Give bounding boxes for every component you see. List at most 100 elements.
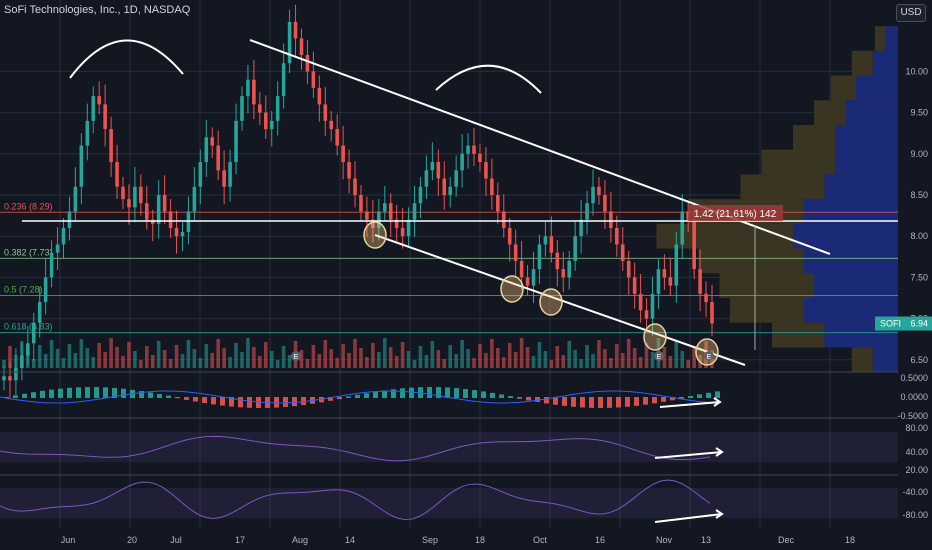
volume-bar: [311, 345, 316, 368]
candle: [418, 186, 423, 204]
volume-bar: [680, 351, 685, 368]
candle: [323, 104, 328, 121]
macd-histogram-bar: [202, 397, 207, 404]
volume-bar: [109, 338, 113, 368]
macd-tick-label: 0.5000: [900, 373, 928, 383]
symbol-label: SOFI: [880, 319, 901, 329]
macd-histogram-bar: [643, 397, 648, 405]
candle: [43, 277, 48, 303]
trendline-drawings: 1.42 (21.61%) 142: [22, 39, 898, 366]
macd-histogram-bar: [652, 397, 657, 404]
macd-histogram-bar: [715, 391, 720, 398]
volume-bar: [287, 355, 292, 368]
macd-histogram-bar: [346, 396, 351, 398]
macd-histogram-bar: [400, 388, 405, 398]
volume-bar: [620, 353, 625, 368]
oscillator-line: [0, 479, 711, 521]
divergence-arrow: [654, 451, 723, 459]
candle: [275, 96, 280, 121]
volume-bar: [269, 351, 274, 368]
macd-histogram-bar: [274, 397, 279, 408]
candle: [507, 227, 512, 245]
volume-bar: [632, 348, 637, 368]
volume-profile-bar: [851, 50, 873, 76]
volume-bar: [537, 342, 542, 368]
volume-bar: [186, 340, 191, 368]
volume-bar: [263, 342, 268, 368]
candle: [448, 186, 453, 195]
time-tick-label: 13: [701, 535, 711, 545]
macd-histogram-bar: [364, 393, 369, 398]
volume-profile-bar: [845, 100, 898, 125]
volume-bar: [234, 343, 238, 368]
candle: [692, 219, 696, 270]
volume-bar: [382, 338, 387, 368]
macd-histogram-bar: [517, 397, 522, 399]
volume-bar: [377, 352, 381, 368]
macd-histogram-bar: [166, 395, 171, 398]
price-tick-label: 8.50: [910, 190, 928, 200]
volume-bar: [281, 346, 286, 368]
candle: [61, 227, 66, 245]
candle: [436, 162, 441, 179]
candle: [377, 211, 381, 228]
volume-profile-bar: [885, 26, 898, 51]
macd-histogram-bar: [589, 397, 594, 408]
macd-histogram-bar: [391, 389, 396, 398]
candle: [496, 195, 500, 212]
macd-histogram-bar: [571, 397, 576, 407]
volume-profile-bar: [830, 75, 856, 101]
volume-bar: [329, 349, 334, 368]
candle: [281, 63, 286, 97]
volume-bar: [359, 348, 363, 368]
currency-button[interactable]: USD: [896, 4, 926, 22]
volume-bar: [335, 358, 339, 368]
macd-histogram-bar: [328, 397, 333, 401]
time-tick-label: Nov: [656, 535, 673, 545]
volume-bar: [496, 348, 500, 368]
volume-profile-bar: [874, 26, 886, 51]
candle: [67, 211, 72, 228]
candle: [347, 162, 351, 179]
volume-bar: [561, 355, 566, 368]
candle: [466, 145, 470, 154]
macd-histogram-bar: [472, 390, 477, 398]
trendline: [374, 234, 746, 366]
volume-bar: [430, 341, 435, 368]
volume-bar: [91, 357, 96, 368]
candle: [597, 186, 601, 195]
candle: [365, 211, 369, 220]
candle: [311, 71, 316, 88]
volume-bar: [341, 344, 345, 368]
divergence-arrowhead: [715, 509, 724, 519]
volume-bar: [406, 351, 411, 368]
volume-profile-bar: [740, 174, 825, 200]
candle: [234, 120, 238, 163]
volume-bar: [73, 353, 78, 368]
volume-bar: [222, 348, 226, 368]
volume-bar: [198, 358, 203, 368]
macd-histogram-bar: [436, 387, 441, 398]
volume-profile-bar: [719, 273, 814, 298]
macd-histogram-bar: [22, 393, 27, 398]
candle: [359, 195, 363, 212]
macd-histogram-bar: [373, 391, 378, 398]
candle: [501, 211, 506, 228]
candle: [412, 203, 417, 220]
macd-histogram-bar: [499, 394, 504, 398]
candle: [174, 227, 179, 237]
volume-profile-bar: [872, 347, 898, 373]
macd-histogram-bar: [103, 387, 108, 398]
candle: [668, 277, 673, 286]
volume-bar: [484, 353, 488, 368]
candle: [710, 302, 714, 324]
volume-profile-bar: [835, 124, 898, 150]
volume-bar: [507, 343, 512, 368]
macd-histogram-bar: [112, 387, 117, 398]
volume-bar: [573, 350, 577, 368]
volume-bar: [626, 339, 631, 368]
divergence-arrowhead: [715, 447, 724, 457]
candle: [150, 219, 155, 224]
macd-histogram-bar: [463, 389, 468, 398]
candle: [2, 376, 6, 381]
